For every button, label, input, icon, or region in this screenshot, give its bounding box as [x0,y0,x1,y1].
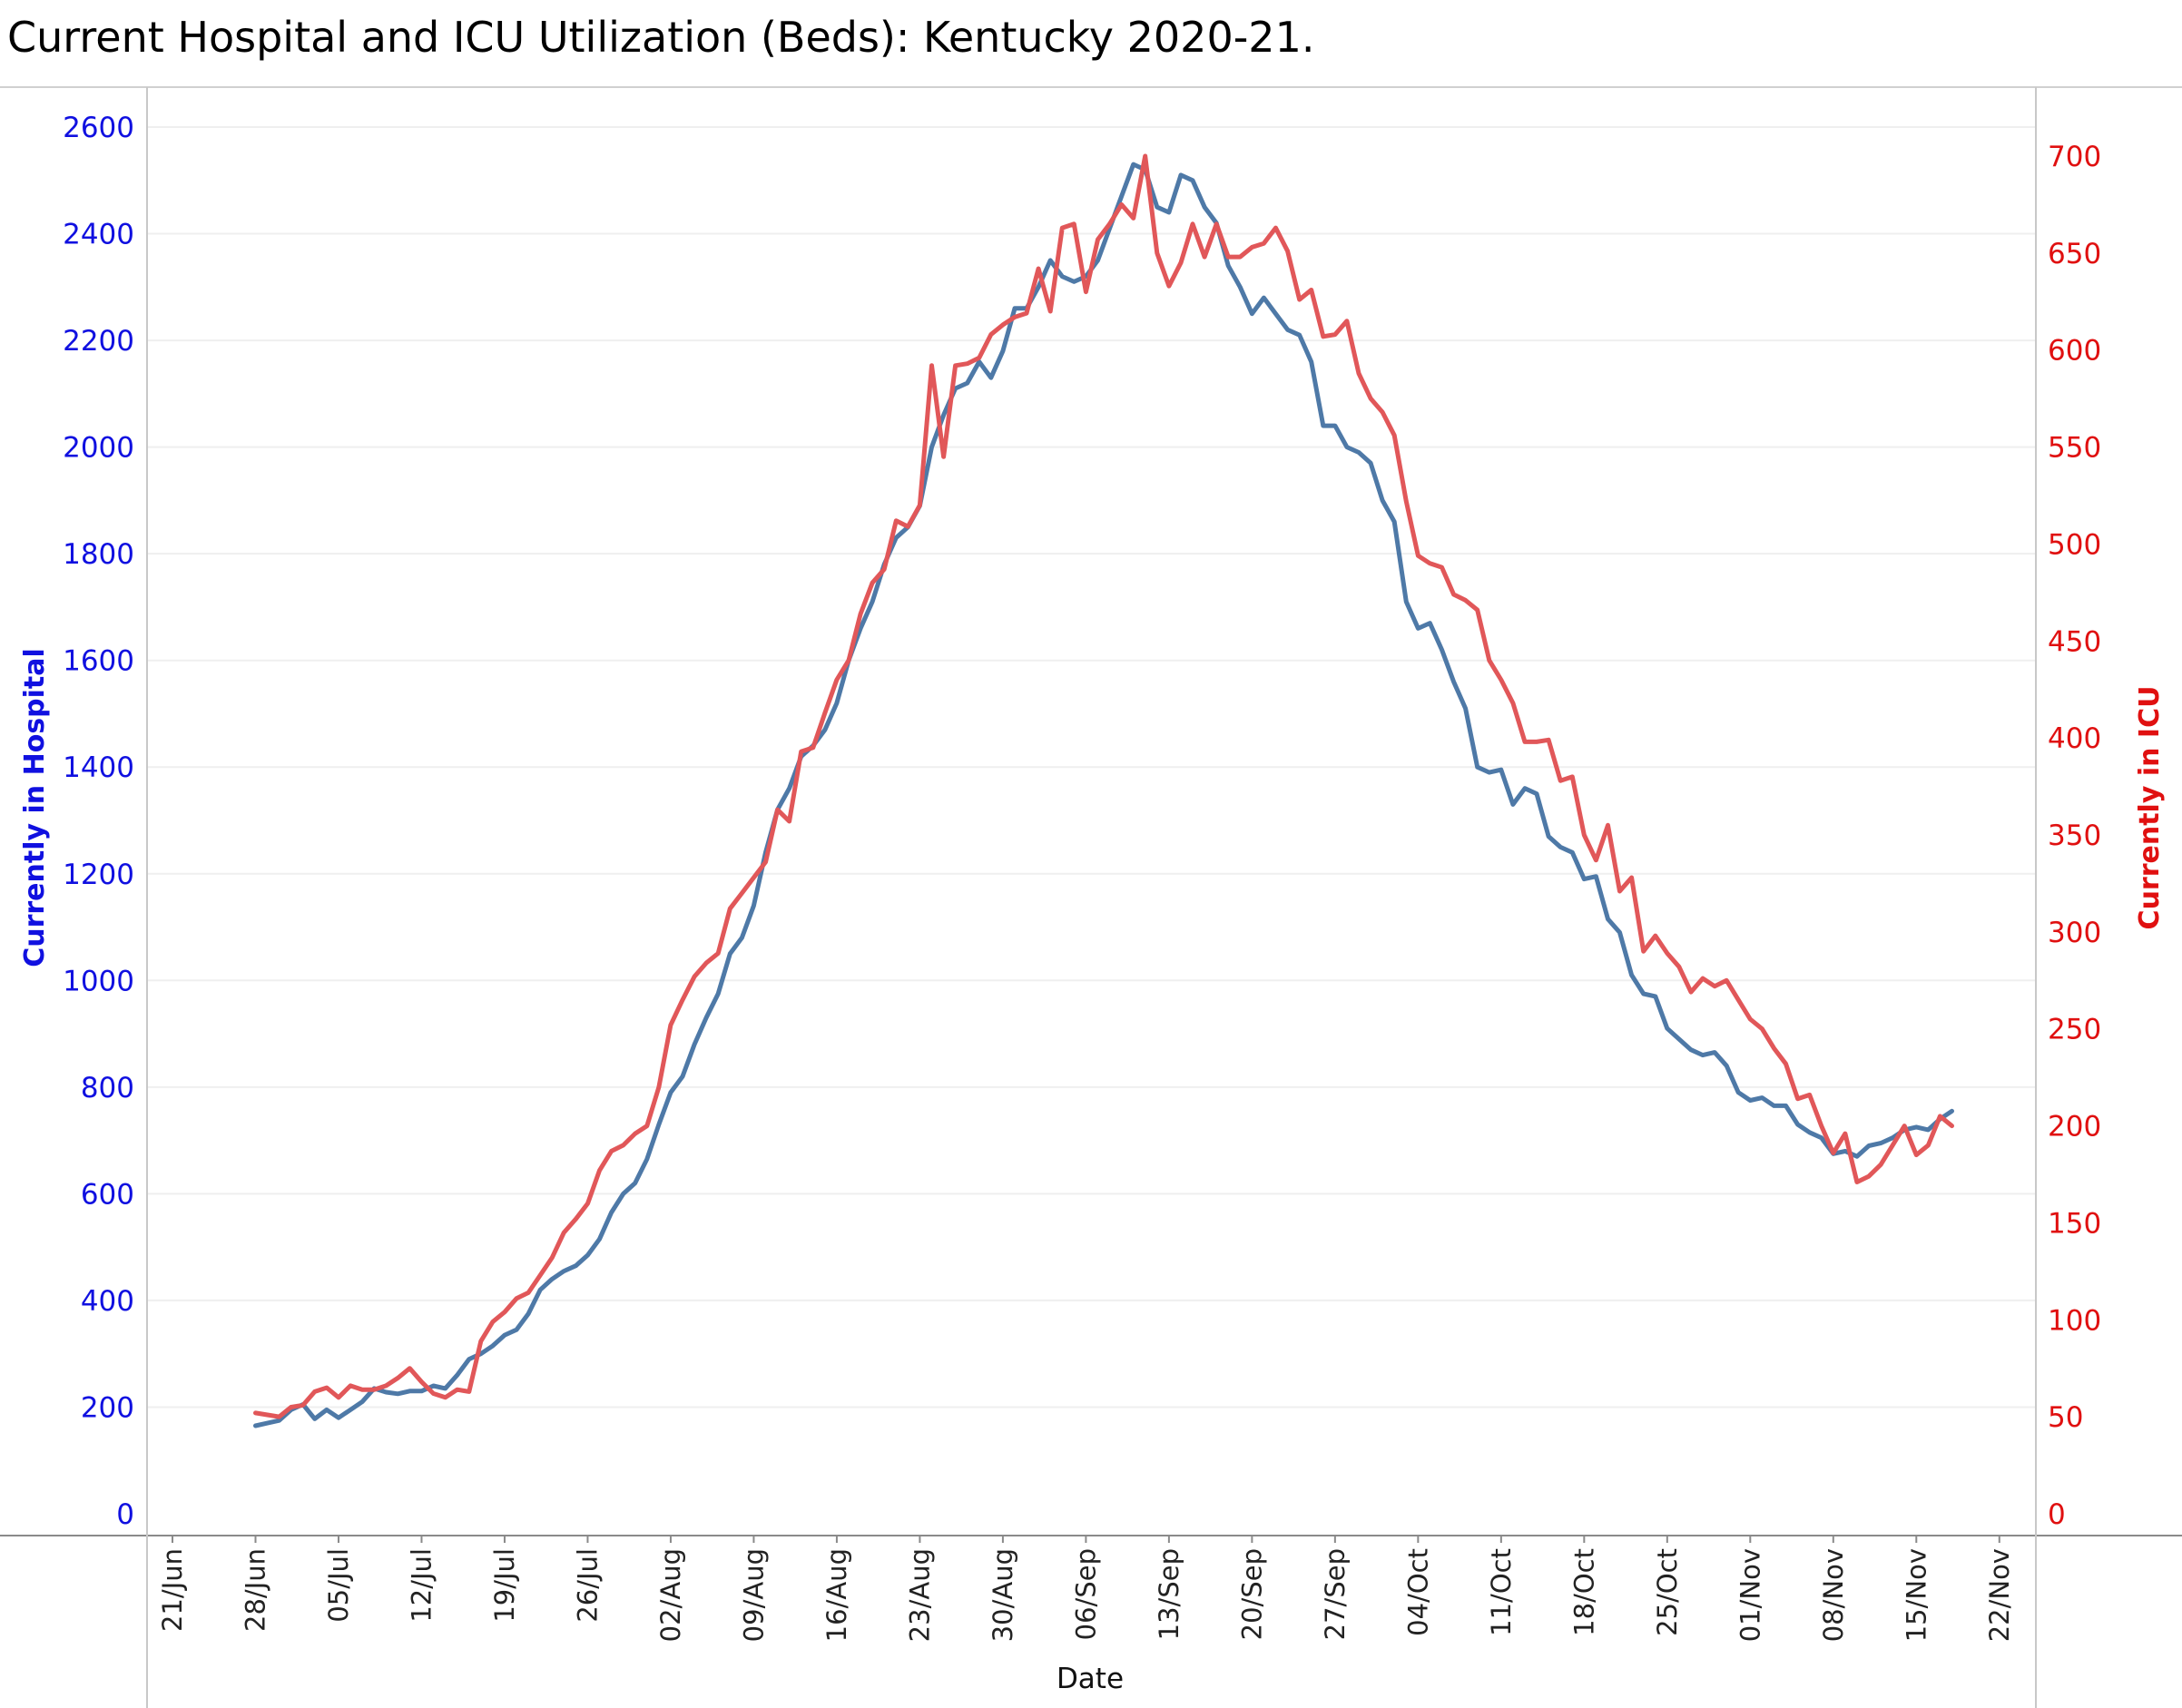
x-tick-label: 06/Sep [1070,1548,1101,1640]
x-tick-label: 08/Nov [1818,1548,1849,1642]
x-tick-label: 01/Nov [1735,1548,1765,1642]
x-tick-label: 04/Oct [1402,1548,1433,1636]
left-tick-label: 2600 [63,112,134,144]
chart-frame [0,86,2182,1708]
x-tick-label: 09/Aug [738,1548,769,1642]
x-tick-label: 25/Oct [1652,1548,1683,1636]
x-tick-label: 30/Aug [988,1548,1018,1642]
left-axis-title: Currently in Hospital [19,648,51,967]
x-tick-label: 28/Jun [240,1548,270,1632]
icu-series-line [253,153,1954,1419]
left-tick-label: 1200 [63,859,134,891]
left-tick-label: 2000 [63,432,134,465]
right-tick-label: 500 [2048,528,2101,561]
right-axis-title: Currently in ICU [2134,686,2166,930]
x-tick-label: 21/Jun [157,1548,188,1632]
x-tick-label: 11/Oct [1486,1548,1517,1636]
right-tick-label: 400 [2048,722,2101,755]
x-axis-ticks: 21/Jun 28/Jun 05/Jul 12/Jul 19/Jul 26/Jul 02/A… [157,1536,2015,1642]
left-tick-label: 1000 [63,965,134,997]
left-tick-label: 0 [116,1498,134,1531]
right-tick-label: 350 [2048,820,2101,852]
x-tick-label: 18/Oct [1568,1548,1599,1636]
left-tick-label: 2400 [63,219,134,251]
right-tick-label: 0 [2048,1498,2066,1531]
right-tick-label: 150 [2048,1207,2101,1240]
gridlines [147,126,2036,1409]
right-axis-ticks: 0 50 100 150 200 250 300 350 400 450 500 550 600 650 7… [2048,141,2101,1531]
right-tick-label: 550 [2048,432,2101,465]
left-tick-label: 800 [81,1072,134,1104]
hospital-series-line [253,162,1954,1428]
x-tick-label: 12/Jul [406,1548,437,1623]
right-tick-label: 600 [2048,335,2101,368]
right-tick-label: 700 [2048,141,2101,173]
chart-title: Current Hospital and ICU Utilization (Be… [7,13,1315,62]
left-tick-label: 2200 [63,325,134,358]
x-tick-label: 05/Jul [323,1548,354,1623]
x-tick-label: 26/Jul [572,1548,603,1623]
right-tick-label: 100 [2048,1304,2101,1337]
x-tick-label: 16/Aug [821,1548,852,1642]
x-tick-label: 27/Sep [1320,1548,1351,1640]
x-tick-label: 23/Aug [904,1548,935,1642]
left-tick-label: 1600 [63,645,134,678]
right-tick-label: 300 [2048,917,2101,949]
right-tick-label: 200 [2048,1111,2101,1144]
left-tick-label: 400 [81,1285,134,1318]
left-axis-ticks: 0 200 400 600 800 1000 1200 1400 1600 1800 2000 220… [63,112,134,1531]
x-axis-title: Date [1057,1663,1124,1695]
left-tick-label: 200 [81,1391,134,1424]
x-tick-label: 20/Sep [1236,1548,1267,1640]
left-tick-label: 600 [81,1178,134,1211]
x-tick-label: 15/Nov [1901,1548,1931,1642]
x-tick-label: 19/Jul [489,1548,520,1623]
right-tick-label: 450 [2048,625,2101,658]
right-tick-label: 50 [2048,1401,2083,1434]
x-tick-label: 22/Nov [1984,1548,2015,1642]
x-tick-label: 02/Aug [655,1548,686,1642]
left-tick-label: 1800 [63,538,134,571]
left-tick-label: 1400 [63,751,134,784]
series-lines [253,153,1954,1428]
right-tick-label: 250 [2048,1014,2101,1046]
x-tick-label: 13/Sep [1154,1548,1184,1640]
right-tick-label: 650 [2048,238,2101,270]
